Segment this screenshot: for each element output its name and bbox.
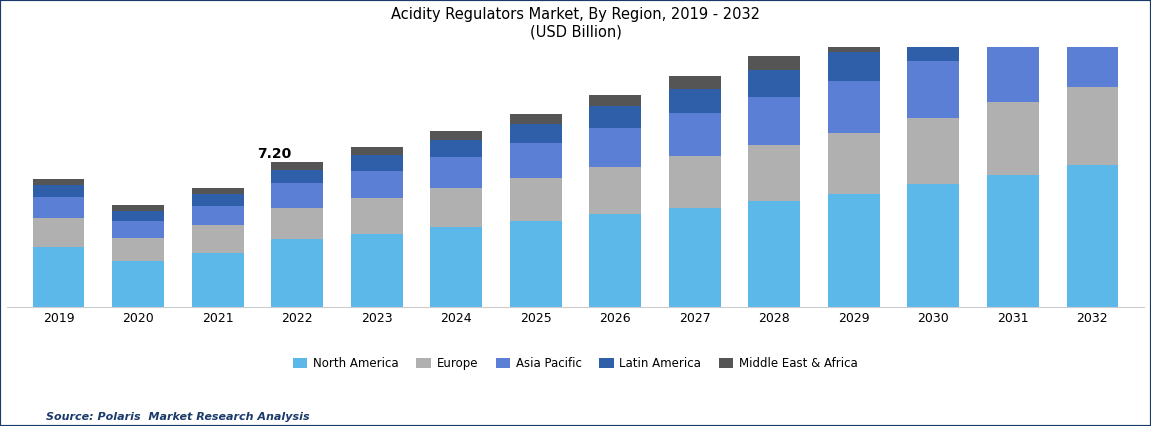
Bar [510, 178, 562, 221]
Bar [113, 238, 163, 261]
Bar [907, 60, 959, 118]
Bar [1067, 17, 1119, 87]
Bar [510, 143, 562, 178]
Bar [351, 147, 403, 155]
Bar [988, 0, 1038, 1]
Bar [272, 207, 323, 239]
Bar [669, 113, 721, 156]
Bar [32, 197, 84, 219]
Bar [430, 188, 482, 227]
Bar [589, 214, 641, 308]
Bar [510, 114, 562, 124]
Bar [32, 179, 84, 185]
Bar [510, 124, 562, 143]
Bar [669, 156, 721, 207]
Bar [272, 239, 323, 308]
Bar [113, 210, 163, 221]
Bar [192, 194, 244, 206]
Text: 7.20: 7.20 [258, 147, 291, 161]
Bar [351, 155, 403, 170]
Bar [272, 162, 323, 170]
Bar [589, 167, 641, 214]
Bar [988, 1, 1038, 38]
Bar [589, 106, 641, 128]
Bar [589, 95, 641, 106]
Bar [748, 201, 800, 308]
Bar [907, 118, 959, 184]
Bar [32, 219, 84, 247]
Bar [1067, 0, 1119, 17]
Bar [113, 261, 163, 308]
Bar [988, 38, 1038, 102]
Bar [1067, 87, 1119, 165]
Bar [272, 184, 323, 207]
Title: Acidity Regulators Market, By Region, 2019 - 2032
(USD Billion): Acidity Regulators Market, By Region, 20… [391, 7, 760, 39]
Bar [748, 56, 800, 70]
Bar [1067, 165, 1119, 308]
Text: Source: Polaris  Market Research Analysis: Source: Polaris Market Research Analysis [46, 412, 310, 422]
Bar [351, 170, 403, 198]
Bar [430, 140, 482, 157]
Bar [510, 221, 562, 308]
Bar [669, 207, 721, 308]
Bar [907, 28, 959, 60]
Bar [669, 89, 721, 113]
Bar [828, 133, 879, 194]
Bar [272, 170, 323, 184]
Bar [430, 227, 482, 308]
Legend: North America, Europe, Asia Pacific, Latin America, Middle East & Africa: North America, Europe, Asia Pacific, Lat… [289, 352, 862, 375]
Bar [430, 131, 482, 140]
Bar [748, 97, 800, 144]
Bar [828, 194, 879, 308]
Bar [32, 185, 84, 197]
Bar [32, 247, 84, 308]
Bar [828, 36, 879, 52]
Bar [988, 175, 1038, 308]
Bar [748, 144, 800, 201]
Bar [828, 52, 879, 81]
Bar [907, 10, 959, 28]
Bar [113, 221, 163, 238]
Bar [351, 198, 403, 233]
Bar [589, 128, 641, 167]
Bar [430, 157, 482, 188]
Bar [192, 206, 244, 225]
Bar [828, 81, 879, 133]
Bar [907, 184, 959, 308]
Bar [748, 70, 800, 97]
Bar [113, 205, 163, 210]
Bar [192, 225, 244, 253]
Bar [988, 102, 1038, 175]
Bar [669, 76, 721, 89]
Bar [192, 188, 244, 194]
Bar [192, 253, 244, 308]
Bar [351, 233, 403, 308]
